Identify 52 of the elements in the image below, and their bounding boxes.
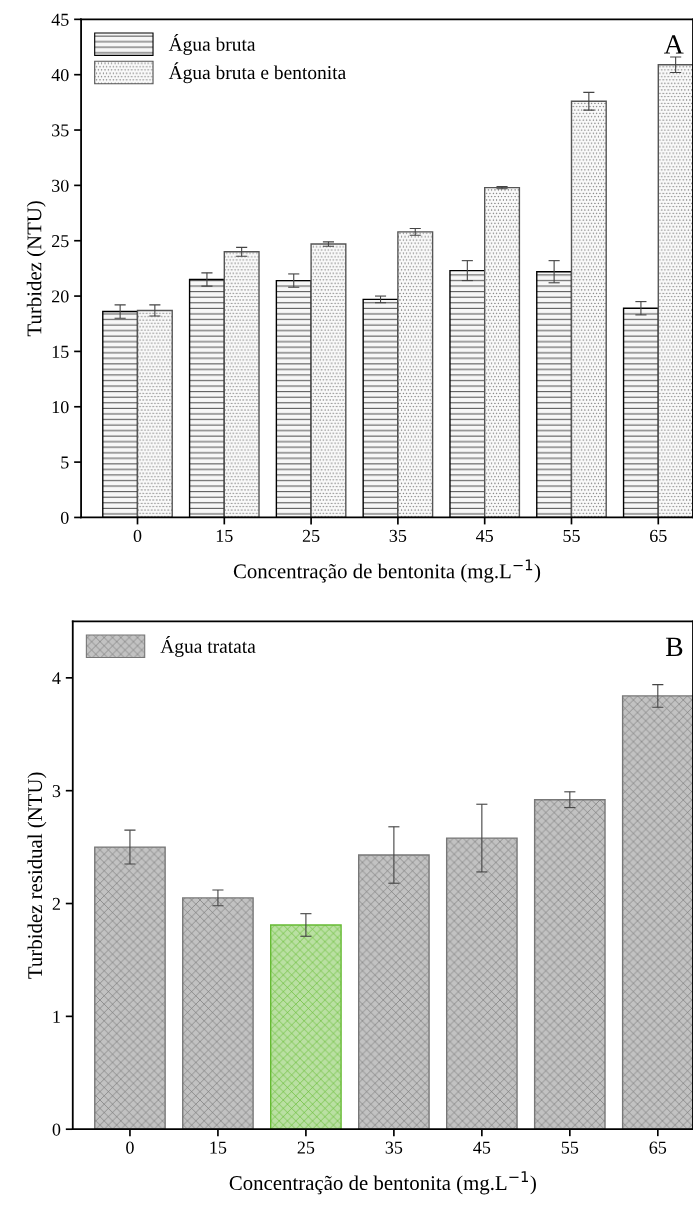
x-tick-label: 45 <box>473 1141 491 1154</box>
y-tick-label: 45 <box>51 13 69 26</box>
x-tick-label: 45 <box>476 529 494 542</box>
y-axis-title: Turbidez residual (NTU) <box>27 772 47 979</box>
bar <box>136 309 173 518</box>
y-tick-label: 20 <box>52 290 69 303</box>
x-tick-label: 55 <box>561 1141 579 1154</box>
bar <box>397 231 434 518</box>
x-tick-label: 35 <box>385 1141 403 1154</box>
bar <box>310 243 347 518</box>
y-tick-label: 25 <box>52 235 69 248</box>
bar <box>483 186 521 518</box>
bar <box>357 854 430 1130</box>
x-tick-label: 65 <box>649 1141 667 1154</box>
y-tick-label: 3 <box>52 784 61 798</box>
bar <box>94 846 166 1130</box>
y-tick-label: 15 <box>52 345 69 358</box>
x-axis-title: Concentração de bentonita (mg.L$^{−1}$) <box>233 559 541 583</box>
x-tick-label: 25 <box>297 1141 315 1154</box>
bar <box>570 100 607 518</box>
bar <box>182 897 254 1130</box>
x-axis-title: Concentração de bentonita (mg.L$^{−1}$) <box>229 1171 536 1195</box>
y-tick-label: 2 <box>52 897 60 910</box>
x-tick-label: 55 <box>563 529 580 542</box>
y-tick-label: 30 <box>52 179 69 192</box>
legend-label: Água bruta e bentonita <box>168 62 346 84</box>
x-tick-label: 35 <box>389 529 407 542</box>
y-tick-label: 10 <box>52 401 69 414</box>
y-tick-label: 0 <box>60 511 69 524</box>
bar <box>533 799 606 1130</box>
bar <box>657 64 693 518</box>
bar <box>270 924 342 1130</box>
y-tick-label: 1 <box>53 1010 60 1023</box>
x-tick-label: 15 <box>216 529 233 542</box>
annotation: A <box>664 35 684 54</box>
legend-label: Água tratata <box>160 636 256 657</box>
annotation: B <box>665 637 683 657</box>
x-tick-label: 0 <box>126 1141 134 1154</box>
y-tick-label: 0 <box>52 1123 61 1136</box>
y-axis-title: Turbidez (NTU) <box>26 201 46 337</box>
bar <box>445 837 518 1130</box>
x-tick-label: 25 <box>302 529 320 542</box>
x-tick-label: 65 <box>650 529 667 542</box>
x-tick-label: 0 <box>133 529 142 542</box>
y-tick-label: 5 <box>61 456 69 469</box>
bar <box>223 251 260 518</box>
bar <box>621 695 693 1130</box>
y-tick-label: 4 <box>52 672 61 685</box>
y-tick-label: 35 <box>52 124 69 137</box>
y-tick-label: 40 <box>51 68 69 82</box>
legend-label: Água bruta <box>168 34 256 55</box>
x-tick-label: 15 <box>210 1141 227 1154</box>
